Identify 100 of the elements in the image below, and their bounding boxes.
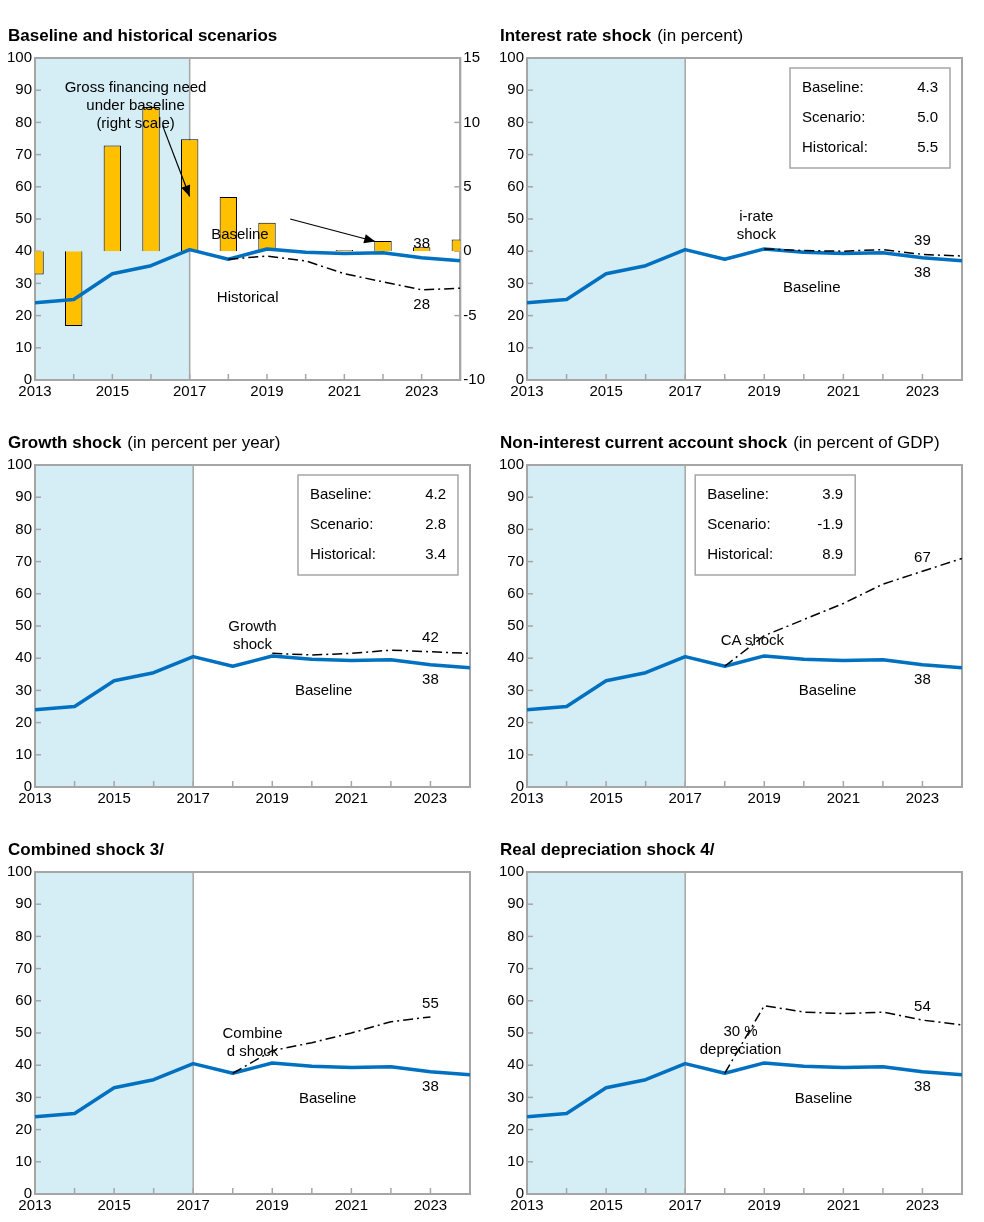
data-label: 38 [422,670,439,688]
y-tick-label: 20 [15,712,33,730]
annotation: Baseline [794,1089,853,1107]
x-tick-label: 2017 [668,1196,702,1214]
x-tick-label: 2019 [747,382,781,400]
x-tick-label: 2017 [668,789,702,807]
y-tick-label: 80 [15,926,33,944]
y-tick-label: 90 [507,487,525,505]
y2-tick-label: -5 [463,305,477,323]
y-tick-label: 60 [507,176,525,194]
annotation: Historical [216,288,279,306]
annotation: Scenario: [707,515,771,533]
chart-title: Real depreciation shock 4/ [500,840,715,860]
x-tick-label: 2021 [327,382,362,400]
y2-tick-label: 10 [463,112,481,130]
annotation: Baseline: [310,485,372,503]
y-tick-label: 50 [507,616,525,634]
y-tick-label: 70 [507,958,525,976]
chart-title: Combined shock 3/ [8,840,164,860]
data-label: 38 [422,1077,439,1095]
y-tick-label: 50 [15,209,33,227]
annotation: Baseline [294,680,353,698]
chart-subtitle: (in percent of GDP) [793,433,940,453]
y-tick-label: 20 [15,1119,33,1137]
y-tick-label: 50 [507,209,525,227]
y-tick-label: 100 [499,48,525,66]
annotation: 4.3 [917,78,938,96]
y-tick-label: 20 [507,1119,525,1137]
annotation: 8.9 [822,545,844,563]
y-tick-label: 30 [507,273,525,291]
y-tick-label: 70 [15,958,33,976]
annotation: 5.0 [917,108,938,126]
annotation: Baseline [782,278,841,296]
y-tick-label: 70 [15,551,33,569]
annotation: Historical: [707,545,774,563]
data-label: 28 [413,295,430,313]
y2-tick-label: 15 [463,48,481,66]
data-label: 67 [914,547,931,565]
x-tick-label: 2017 [176,789,210,807]
y-tick-label: 10 [507,337,525,355]
chart-title: Growth shock [8,433,122,453]
x-tick-label: 2023 [413,789,448,807]
annotation: Baseline [798,680,857,698]
y-tick-label: 60 [507,583,525,601]
data-label: 42 [422,628,439,646]
y-tick-label: 100 [7,862,33,880]
annotation: Growth shock [228,616,277,652]
x-tick-label: 2017 [172,382,207,400]
annotation: -1.9 [817,515,844,533]
data-label: 38 [914,670,931,688]
chart-title: Non-interest current account shock [500,433,788,453]
y-tick-label: 40 [15,241,33,259]
annotation: Combine d shock [222,1023,283,1059]
annotation: Scenario: [310,515,374,533]
x-tick-label: 2023 [905,382,940,400]
y2-tick-label: -10 [463,370,486,388]
chart-subtitle: (in percent) [657,26,744,46]
x-tick-label: 2015 [589,1196,623,1214]
chart-title: Interest rate shock [500,26,652,46]
data-label: 38 [914,263,931,281]
y-tick-label: 50 [15,616,33,634]
y-tick-label: 10 [15,337,33,355]
y-tick-label: 80 [15,112,33,130]
annotation: 4.2 [425,485,446,503]
annotation: 2.8 [425,515,446,533]
annotation: Historical: [802,138,868,156]
x-tick-label: 2015 [97,1196,131,1214]
y-tick-label: 80 [507,112,525,130]
y-tick-label: 80 [507,926,525,944]
data-label: 38 [413,234,430,252]
y-tick-label: 50 [507,1023,525,1041]
y-tick-label: 20 [507,712,525,730]
chart-subtitle: (in percent per year) [127,433,281,453]
annotation: Scenario: [802,108,866,126]
y-tick-label: 40 [15,1055,33,1073]
y-tick-label: 10 [15,744,33,762]
x-tick-label: 2019 [255,1196,289,1214]
y-tick-label: 30 [15,1087,33,1105]
data-label: 55 [422,993,439,1011]
y-tick-label: 20 [507,305,525,323]
data-label: 54 [914,996,931,1014]
x-tick-label: 2021 [826,382,861,400]
y-tick-label: 100 [7,455,33,473]
x-tick-label: 2021 [826,1196,861,1214]
y-tick-label: 60 [15,583,33,601]
x-tick-label: 2015 [97,789,131,807]
y-tick-label: 80 [15,519,33,537]
x-tick-label: 2017 [176,1196,210,1214]
annotation: 5.5 [917,138,938,156]
y-tick-label: 10 [507,744,525,762]
y2-tick-label: 5 [463,176,472,194]
annotation: Baseline: [802,78,864,96]
annotation: i-rate shock [736,206,777,242]
y-tick-label: 30 [15,680,33,698]
y-tick-label: 40 [507,648,525,666]
x-tick-label: 2021 [826,789,861,807]
annotation: Historical: [310,545,376,563]
y-tick-label: 50 [15,1023,33,1041]
annotation: 30 % depreciation [699,1022,782,1058]
y-tick-label: 100 [499,862,525,880]
